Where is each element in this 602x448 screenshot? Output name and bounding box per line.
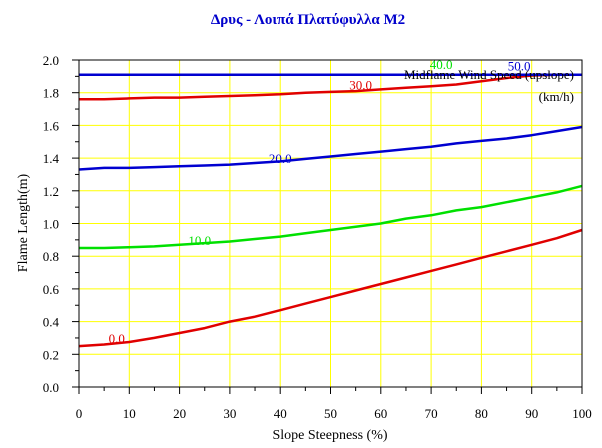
line-label-10-0: 10.0 — [188, 233, 211, 248]
y-tick-label: 1.4 — [43, 151, 60, 166]
x-tick-label: 20 — [173, 406, 186, 421]
x-tick-label: 50 — [324, 406, 337, 421]
y-tick-label: 0.6 — [43, 282, 60, 297]
series-line-30-0 — [79, 73, 582, 101]
legend-title-line1: Midflame Wind Speed (upslope) — [404, 67, 574, 82]
x-tick-label: 30 — [223, 406, 236, 421]
series-line-0-0 — [78, 228, 583, 348]
x-axis-label: Slope Steepness (%) — [272, 428, 387, 443]
y-tick-label: 0.0 — [43, 380, 59, 395]
y-tick-label: 2.0 — [43, 53, 59, 68]
y-tick-label: 0.4 — [43, 315, 60, 330]
y-tick-label: 0.8 — [43, 249, 59, 264]
legend-title-line2: (km/h) — [539, 89, 574, 104]
line-label-20-0: 20.0 — [269, 151, 292, 166]
x-tick-label: 70 — [425, 406, 438, 421]
series-line-20-0 — [78, 125, 583, 171]
y-axis-label: Flame Length(m) — [16, 173, 31, 272]
line-label-30-0: 30.0 — [349, 77, 372, 92]
axis-ticks: 0 10 20 30 40 50 60 70 80 90 100 0.0 0.2 0.4 0.6 0.8 1.0… — [43, 53, 592, 421]
y-tick-label: 1.6 — [43, 118, 60, 133]
x-tick-label: 10 — [123, 406, 136, 421]
x-tick-label: 100 — [572, 406, 592, 421]
line-label-50-0: 50.0 — [508, 59, 531, 74]
y-tick-label: 1.8 — [43, 86, 59, 101]
x-tick-label: 40 — [274, 406, 287, 421]
series-line-10-0 — [79, 184, 583, 250]
y-tick-label: 0.2 — [43, 347, 59, 362]
y-tick-label: 1.0 — [43, 217, 59, 232]
series-lines — [78, 73, 583, 348]
line-labels: 0.0 10.0 20.0 30.0 40.0 50.0 — [109, 57, 531, 346]
line-label-40-0: 40.0 — [430, 57, 453, 72]
chart-title: Δρυς - Λοιπά Πλατύφυλλα M2 — [211, 12, 405, 28]
y-tick-label: 1.2 — [43, 184, 59, 199]
x-tick-label: 80 — [475, 406, 488, 421]
x-tick-label: 90 — [525, 406, 538, 421]
line-label-0-0: 0.0 — [109, 331, 125, 346]
x-tick-label: 0 — [76, 406, 83, 421]
grid-lines — [79, 60, 582, 387]
x-tick-label: 60 — [374, 406, 387, 421]
